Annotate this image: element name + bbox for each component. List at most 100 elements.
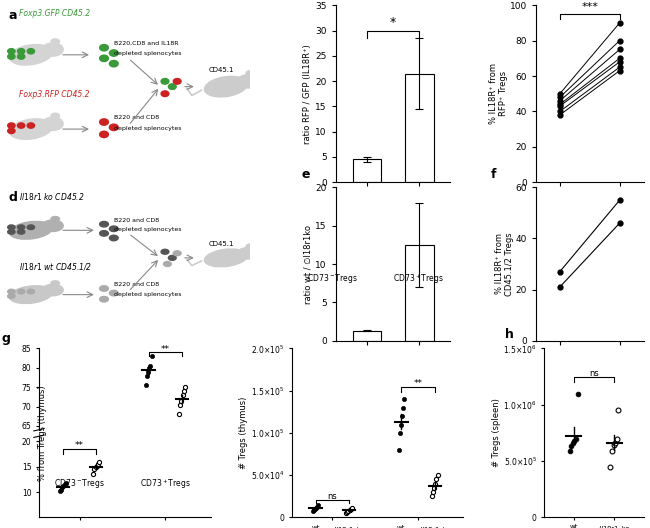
Y-axis label: # Tregs (spleen): # Tregs (spleen) [491, 399, 500, 467]
Text: $Il18r1$ ko: $Il18r1$ ko [598, 524, 630, 528]
Circle shape [109, 124, 118, 130]
Text: B220 and CD8: B220 and CD8 [114, 282, 159, 287]
Text: g: g [1, 332, 10, 345]
Circle shape [18, 289, 25, 294]
Circle shape [99, 119, 109, 125]
Ellipse shape [9, 44, 53, 65]
Text: $Il18r1$ wt CD45.1/2: $Il18r1$ wt CD45.1/2 [19, 261, 92, 272]
Ellipse shape [51, 39, 60, 44]
Y-axis label: ratio RFP / GFP (IL18R⁺): ratio RFP / GFP (IL18R⁺) [304, 44, 313, 144]
Text: **: ** [161, 345, 170, 354]
Circle shape [8, 294, 15, 298]
Text: CD73$^-$Tregs: CD73$^-$Tregs [307, 272, 358, 286]
Text: depleted splenocytes: depleted splenocytes [114, 227, 181, 232]
Ellipse shape [51, 281, 60, 286]
Circle shape [109, 50, 118, 56]
Y-axis label: # Tregs (thymus): # Tregs (thymus) [239, 397, 248, 469]
Ellipse shape [42, 220, 63, 231]
Text: % from Tregs (thymus): % from Tregs (thymus) [38, 385, 47, 481]
Ellipse shape [237, 248, 258, 259]
Text: *: * [390, 16, 396, 29]
Bar [353, 331, 382, 341]
Ellipse shape [205, 249, 248, 267]
Circle shape [27, 289, 34, 294]
Circle shape [99, 131, 109, 138]
Text: B220 and CD8: B220 and CD8 [114, 115, 159, 120]
Text: wt: wt [397, 525, 406, 528]
Circle shape [18, 230, 25, 234]
Circle shape [8, 225, 15, 230]
Text: depleted splenocytes: depleted splenocytes [114, 51, 181, 56]
Text: Foxp3.RFP CD45.2: Foxp3.RFP CD45.2 [19, 90, 89, 99]
Text: depleted splenocytes: depleted splenocytes [114, 291, 181, 297]
Circle shape [8, 123, 15, 128]
Ellipse shape [9, 221, 53, 239]
Circle shape [8, 230, 15, 234]
Circle shape [174, 79, 181, 84]
Ellipse shape [237, 74, 258, 88]
Text: $Il18r1$ ko: $Il18r1$ ko [333, 525, 365, 528]
Circle shape [168, 256, 176, 260]
Ellipse shape [51, 113, 60, 118]
Circle shape [18, 123, 25, 128]
Ellipse shape [51, 216, 60, 221]
Circle shape [161, 79, 169, 84]
Circle shape [99, 286, 109, 291]
Circle shape [161, 249, 169, 254]
Circle shape [99, 231, 109, 236]
Ellipse shape [9, 286, 53, 304]
Circle shape [8, 54, 15, 59]
Ellipse shape [246, 71, 255, 76]
Ellipse shape [42, 43, 63, 56]
Text: f: f [491, 168, 496, 181]
Bar [353, 159, 382, 182]
Circle shape [161, 91, 169, 97]
Y-axis label: ratio wt / ∅l18r1ko: ratio wt / ∅l18r1ko [304, 224, 313, 304]
Ellipse shape [9, 119, 53, 139]
Text: CD73$^+$Tregs: CD73$^+$Tregs [393, 272, 443, 286]
Text: wt: wt [311, 525, 320, 528]
Circle shape [174, 251, 181, 256]
Ellipse shape [246, 244, 255, 249]
Ellipse shape [42, 117, 63, 130]
Circle shape [99, 221, 109, 227]
Circle shape [8, 128, 15, 134]
Text: CD45.1: CD45.1 [209, 241, 235, 247]
Bar [405, 73, 434, 182]
Circle shape [27, 225, 34, 230]
Circle shape [18, 49, 25, 54]
Circle shape [99, 296, 109, 302]
Circle shape [164, 261, 172, 267]
Text: d: d [9, 191, 18, 203]
Text: wt: wt [569, 524, 578, 528]
Text: CD73$^-$Tregs: CD73$^-$Tregs [54, 477, 105, 490]
Bar [405, 245, 434, 341]
Text: ns: ns [328, 492, 337, 501]
Circle shape [168, 84, 176, 89]
Text: **: ** [413, 380, 423, 389]
Circle shape [18, 225, 25, 230]
Text: h: h [505, 328, 514, 341]
Text: **: ** [75, 441, 84, 450]
Text: CD73$^+$Tregs: CD73$^+$Tregs [140, 477, 190, 491]
Text: B220,CD8 and IL18R: B220,CD8 and IL18R [114, 41, 178, 45]
Ellipse shape [205, 77, 248, 97]
Circle shape [99, 55, 109, 62]
Circle shape [109, 290, 118, 296]
Ellipse shape [42, 284, 63, 296]
Text: Foxp3.GFP CD45.2: Foxp3.GFP CD45.2 [19, 9, 90, 18]
Text: $Il18r1$ ko: $Il18r1$ ko [419, 525, 451, 528]
Text: $Il18r1$ ko CD45.2: $Il18r1$ ko CD45.2 [19, 191, 84, 202]
Circle shape [99, 44, 109, 51]
Circle shape [109, 226, 118, 232]
Y-axis label: % IL18R⁺ from
CD45.1/2 Tregs: % IL18R⁺ from CD45.1/2 Tregs [495, 232, 514, 296]
Text: depleted splenocytes: depleted splenocytes [114, 126, 181, 130]
Text: CD45.1: CD45.1 [209, 67, 235, 73]
Circle shape [27, 49, 34, 54]
Circle shape [27, 123, 34, 128]
Text: e: e [302, 168, 310, 181]
Text: ***: *** [581, 2, 598, 12]
Text: a: a [9, 9, 18, 22]
Circle shape [109, 61, 118, 67]
Circle shape [8, 49, 15, 54]
